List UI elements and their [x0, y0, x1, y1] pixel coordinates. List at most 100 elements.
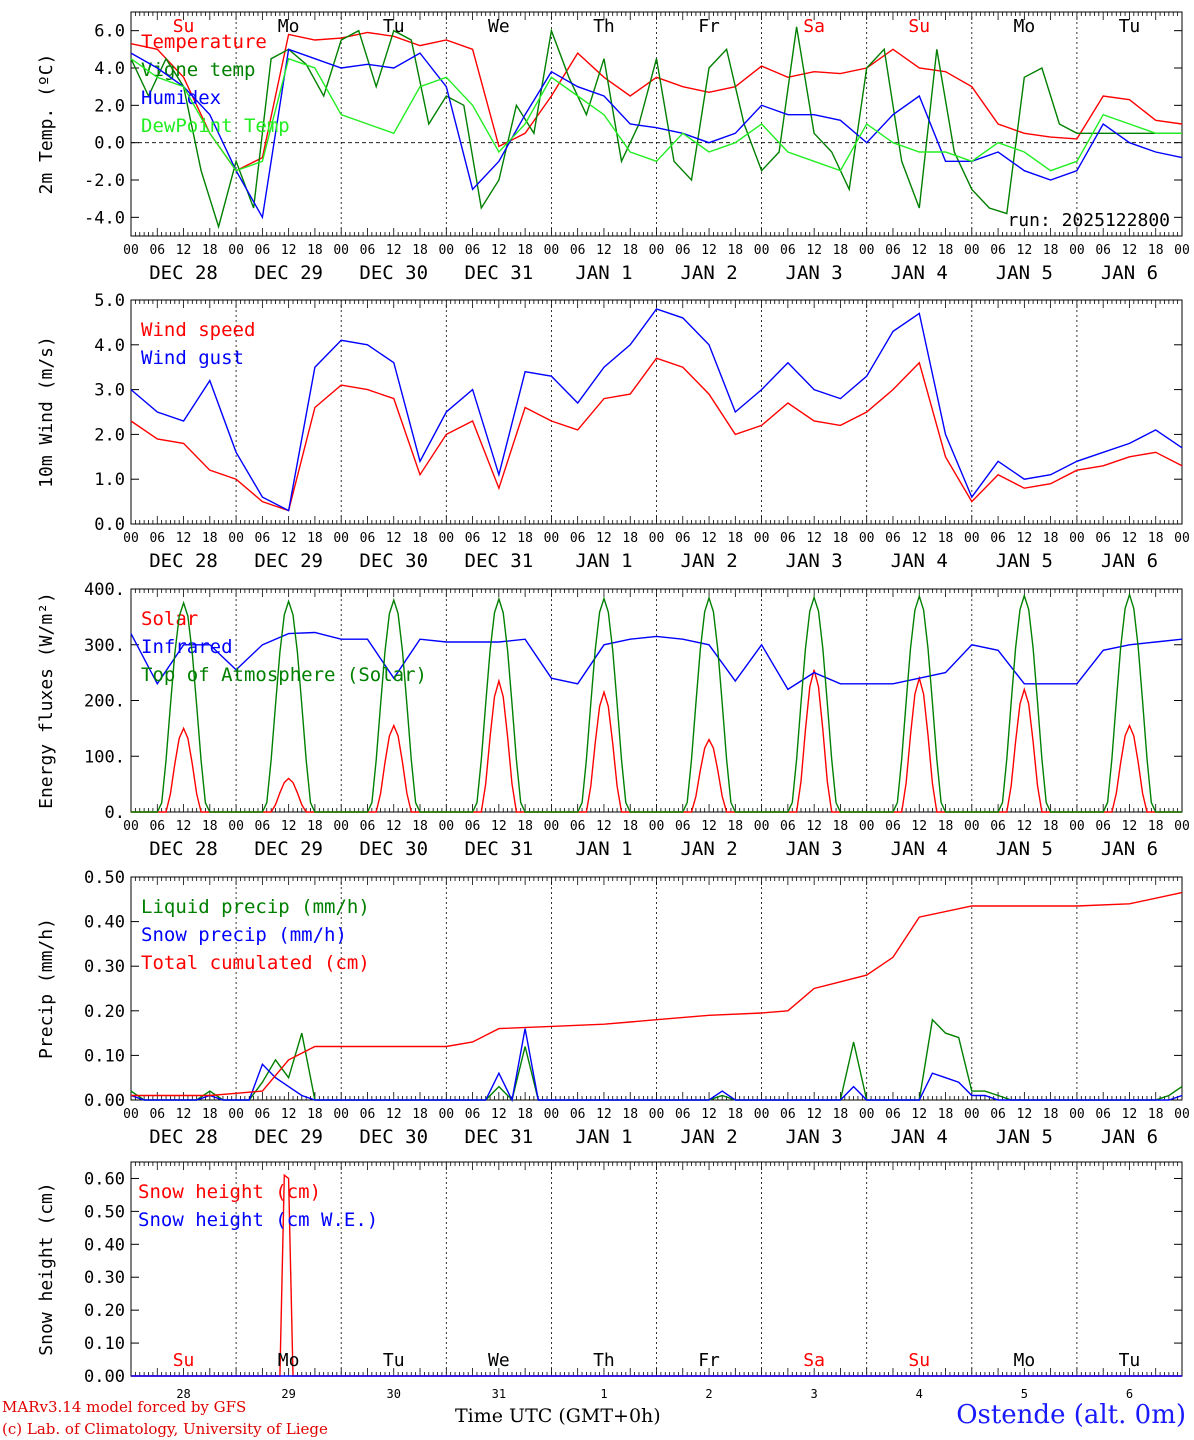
hour-label: 12 — [491, 531, 507, 546]
hour-label: 18 — [1148, 531, 1164, 546]
day-name: Su — [908, 16, 930, 37]
hour-label: 06 — [149, 243, 165, 258]
hour-label: 06 — [1095, 819, 1111, 834]
hour-label: 18 — [202, 531, 218, 546]
date-label: JAN 5 — [996, 262, 1053, 284]
hour-label: 06 — [360, 243, 376, 258]
hour-label: 18 — [833, 243, 849, 258]
y-tick-label: 0.30 — [84, 957, 125, 977]
hour-label: 18 — [412, 819, 428, 834]
day-name: Mo — [278, 16, 300, 37]
legend-entry: Temperature — [141, 31, 267, 53]
hour-label: 18 — [622, 819, 638, 834]
date-label: JAN 3 — [786, 1126, 843, 1148]
hour-label: 06 — [780, 819, 796, 834]
hour-label: 06 — [990, 531, 1006, 546]
y-axis-label: Snow height (cm) — [36, 1182, 57, 1355]
series-line-snow-height-cm- — [131, 1173, 1182, 1377]
date-label: JAN 2 — [680, 550, 737, 572]
hour-label: 00 — [544, 243, 560, 258]
y-tick-label: 2.0 — [94, 96, 125, 116]
hour-label: 06 — [360, 531, 376, 546]
y-tick-label: 3.0 — [94, 381, 125, 401]
date-label: JAN 1 — [575, 1126, 632, 1148]
legend-entry: Snow precip (mm/h) — [141, 924, 347, 946]
date-label: JAN 6 — [1101, 262, 1158, 284]
day-name: Fr — [698, 16, 720, 37]
date-label: JAN 4 — [891, 262, 948, 284]
legend-entry: Vigne temp — [141, 59, 255, 81]
hour-label: 00 — [754, 819, 770, 834]
hour-label: 00 — [649, 1107, 665, 1122]
date-label: DEC 30 — [359, 838, 428, 860]
hour-label: 18 — [833, 819, 849, 834]
date-label: JAN 3 — [786, 550, 843, 572]
date-label: JAN 1 — [575, 262, 632, 284]
hour-label: 00 — [1174, 1107, 1190, 1122]
day-number: 3 — [811, 1387, 818, 1401]
day-name: Th — [593, 16, 615, 37]
hour-label: 00 — [754, 531, 770, 546]
date-label: DEC 30 — [359, 550, 428, 572]
hour-label: 00 — [1174, 531, 1190, 546]
y-tick-label: 0.40 — [84, 913, 125, 933]
day-name: We — [488, 16, 510, 37]
date-label: JAN 6 — [1101, 1126, 1158, 1148]
hour-label: 12 — [911, 531, 927, 546]
legend-entry: Liquid precip (mm/h) — [141, 896, 370, 918]
hour-label: 00 — [333, 819, 349, 834]
date-label: JAN 1 — [575, 838, 632, 860]
y-tick-label: 0.0 — [94, 134, 125, 154]
hour-label: 00 — [1069, 1107, 1085, 1122]
series-line-humidex — [130, 48, 1183, 220]
hour-label: 00 — [964, 1107, 980, 1122]
hour-label: 00 — [438, 819, 454, 834]
hour-label: 00 — [438, 531, 454, 546]
hour-label: 18 — [1148, 243, 1164, 258]
date-label: DEC 28 — [149, 1126, 218, 1148]
day-name: We — [488, 1350, 510, 1371]
series-line-wind-speed — [130, 357, 1183, 512]
legend-entry: Top of Atmosphere (Solar) — [141, 664, 427, 686]
day-name: Tu — [383, 16, 405, 37]
date-label: DEC 31 — [465, 838, 534, 860]
hour-label: 12 — [596, 243, 612, 258]
hour-label: 00 — [123, 1107, 139, 1122]
y-tick-label: 2.0 — [94, 425, 125, 445]
date-label: DEC 31 — [465, 550, 534, 572]
hour-label: 18 — [517, 819, 533, 834]
y-tick-label: 0.00 — [84, 1367, 125, 1387]
hour-label: 06 — [465, 243, 481, 258]
day-number: 28 — [176, 1387, 190, 1401]
y-axis-label: Energy fluxes (W/m²) — [36, 592, 57, 809]
hour-label: 00 — [544, 531, 560, 546]
hour-label: 18 — [727, 819, 743, 834]
series-line-wind-gust — [130, 308, 1183, 512]
hour-label: 18 — [412, 531, 428, 546]
hour-label: 06 — [675, 819, 691, 834]
day-number: 31 — [492, 1387, 506, 1401]
date-label: DEC 31 — [465, 262, 534, 284]
y-tick-label: 300. — [84, 636, 125, 656]
hour-label: 00 — [438, 1107, 454, 1122]
hour-label: 06 — [149, 1107, 165, 1122]
time-axis-title: Time UTC (GMT+0h) — [455, 1405, 661, 1427]
hour-label: 00 — [544, 1107, 560, 1122]
hour-label: 18 — [622, 1107, 638, 1122]
hour-label: 18 — [727, 1107, 743, 1122]
hour-label: 00 — [859, 531, 875, 546]
hour-label: 18 — [307, 243, 323, 258]
y-tick-label: 0.50 — [84, 868, 125, 888]
day-name: Mo — [1014, 16, 1036, 37]
hour-label: 06 — [570, 243, 586, 258]
date-label: DEC 31 — [465, 1126, 534, 1148]
day-name: Su — [173, 1350, 195, 1371]
hour-label: 18 — [938, 1107, 954, 1122]
legend-entry: Wind gust — [141, 347, 244, 369]
hour-label: 00 — [754, 243, 770, 258]
y-tick-label: 4.0 — [94, 59, 125, 79]
hour-label: 00 — [1174, 243, 1190, 258]
date-label: JAN 2 — [680, 1126, 737, 1148]
hour-label: 12 — [1122, 1107, 1138, 1122]
day-name: Tu — [1119, 1350, 1141, 1371]
